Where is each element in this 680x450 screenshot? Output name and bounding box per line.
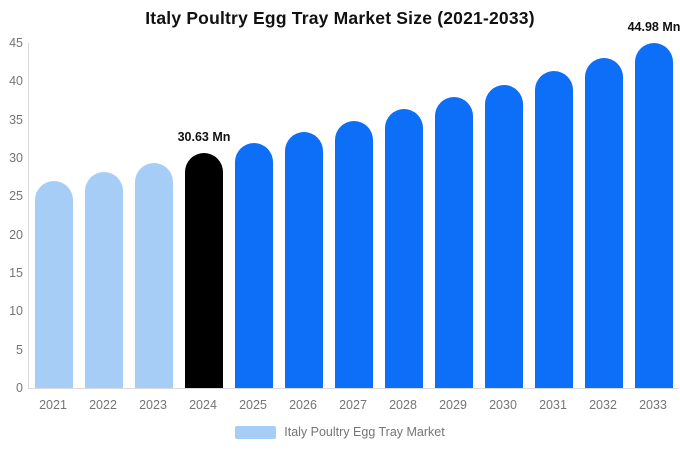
x-axis-tick-label: 2031 bbox=[539, 398, 567, 412]
x-axis-tick-label: 2022 bbox=[89, 398, 117, 412]
x-axis-tick-label: 2033 bbox=[639, 398, 667, 412]
bar-2028 bbox=[385, 109, 423, 388]
x-axis-tick-label: 2021 bbox=[39, 398, 67, 412]
y-axis-tick-label: 40 bbox=[9, 74, 23, 89]
y-axis-tick-label: 5 bbox=[16, 342, 23, 357]
bar-value-annotation-2033: 44.98 Mn bbox=[627, 20, 680, 35]
y-axis-tick-label: 25 bbox=[9, 189, 23, 204]
bar-2032 bbox=[585, 57, 623, 388]
x-axis-tick-label: 2024 bbox=[189, 398, 217, 412]
bar-2029 bbox=[435, 97, 473, 388]
y-axis-tick-label: 35 bbox=[9, 112, 23, 127]
bar-2023 bbox=[135, 162, 173, 388]
x-axis-tick-label: 2032 bbox=[589, 398, 617, 412]
x-axis-tick-label: 2027 bbox=[339, 398, 367, 412]
bar-2026 bbox=[285, 132, 323, 388]
legend-swatch bbox=[235, 425, 277, 439]
bar-value-annotation-2024: 30.63 Mn bbox=[177, 130, 231, 145]
y-axis-tick-label: 0 bbox=[16, 381, 23, 395]
legend-label: Italy Poultry Egg Tray Market bbox=[284, 425, 445, 439]
y-axis-tick-label: 15 bbox=[9, 266, 23, 280]
y-axis-tick-label: 20 bbox=[9, 227, 23, 242]
bar-2022 bbox=[85, 172, 123, 388]
bar-2024 bbox=[185, 153, 223, 388]
bar-2025 bbox=[235, 142, 273, 388]
legend-item[interactable]: Italy Poultry Egg Tray Market bbox=[0, 425, 680, 439]
x-axis-tick-label: 2030 bbox=[489, 398, 517, 412]
x-axis-tick-label: 2029 bbox=[439, 398, 467, 412]
x-axis-tick-label: 2026 bbox=[289, 398, 317, 412]
bar-2031 bbox=[535, 71, 573, 388]
x-axis-tick-label: 2023 bbox=[139, 398, 167, 412]
chart-title: Italy Poultry Egg Tray Market Size (2021… bbox=[145, 8, 535, 28]
x-axis-tick-label: 2025 bbox=[239, 398, 267, 412]
y-axis-tick-label: 30 bbox=[9, 151, 23, 165]
y-axis-tick-label: 10 bbox=[9, 304, 23, 319]
x-axis-tick-label: 2028 bbox=[389, 398, 417, 412]
bar-2030 bbox=[485, 84, 523, 388]
bar-2033 bbox=[635, 43, 673, 388]
y-axis-tick-label: 45 bbox=[9, 36, 23, 50]
plot-area: 30.63 Mn 44.98 Mn bbox=[28, 20, 680, 389]
bar-2021 bbox=[35, 181, 73, 388]
bar-2027 bbox=[335, 121, 373, 388]
